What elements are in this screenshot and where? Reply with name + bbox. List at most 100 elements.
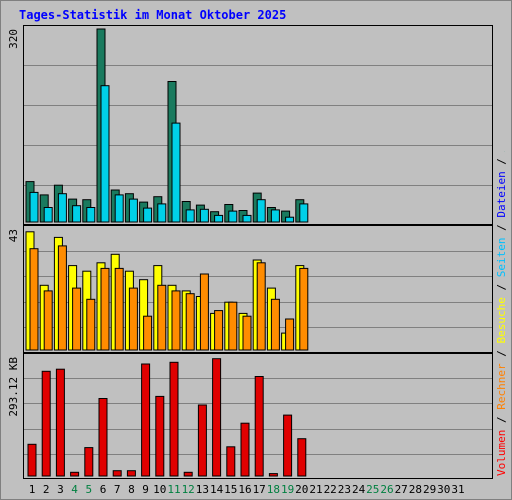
bar-seiten-day-3 (57, 193, 67, 223)
x-tick-day-16: 16 (238, 483, 251, 496)
bar-seiten-day-16 (242, 214, 252, 223)
x-tick-day-2: 2 (43, 483, 50, 496)
bar-seiten-day-5 (86, 207, 96, 223)
bar-rechner-day-10 (157, 284, 167, 351)
bar-rechner-day-3 (57, 245, 67, 351)
x-tick-day-22: 22 (324, 483, 337, 496)
x-tick-day-6: 6 (100, 483, 107, 496)
legend-text: Volumen / Rechner / Besuche / Seiten / D… (495, 151, 508, 476)
x-tick-day-12: 12 (182, 483, 195, 496)
bar-rechner-day-12 (185, 293, 195, 351)
x-tick-day-31: 31 (451, 483, 464, 496)
bar-rechner-day-5 (86, 298, 96, 351)
bar-volumen-day-1 (27, 443, 37, 477)
y-max-label-besuche: 43 (7, 229, 20, 242)
x-tick-day-29: 29 (423, 483, 436, 496)
x-tick-day-18: 18 (267, 483, 280, 496)
x-tick-day-11: 11 (167, 483, 180, 496)
legend-separator: / (495, 410, 508, 430)
bar-rechner-day-15 (228, 301, 238, 351)
x-tick-day-28: 28 (409, 483, 422, 496)
bar-volumen-day-8 (126, 470, 136, 477)
bar-volumen-day-19 (283, 414, 293, 477)
bar-seiten-day-6 (100, 85, 110, 223)
x-tick-day-13: 13 (196, 483, 209, 496)
bar-rechner-day-4 (72, 287, 82, 351)
bar-volumen-day-20 (297, 438, 307, 477)
legend: Volumen / Rechner / Besuche / Seiten / D… (495, 151, 508, 476)
chart-title: Tages-Statistik im Monat Oktober 2025 (19, 8, 287, 22)
panel-anfragen-seiten (23, 25, 493, 225)
x-tick-day-10: 10 (153, 483, 166, 496)
bar-seiten-day-10 (157, 203, 167, 223)
x-tick-day-23: 23 (338, 483, 351, 496)
bar-volumen-day-12 (183, 471, 193, 477)
bar-rechner-day-6 (100, 267, 110, 351)
bar-rechner-day-8 (128, 287, 138, 351)
bar-seiten-day-9 (143, 207, 153, 223)
bar-seiten-day-20 (299, 203, 309, 223)
bar-seiten-day-11 (171, 122, 181, 223)
bar-seiten-day-2 (43, 207, 53, 223)
bar-rechner-day-17 (256, 262, 266, 351)
bar-volumen-day-3 (55, 368, 65, 477)
x-tick-day-20: 20 (295, 483, 308, 496)
bar-seiten-day-15 (228, 210, 238, 223)
x-tick-day-24: 24 (352, 483, 366, 496)
bar-volumen-day-18 (268, 473, 278, 477)
legend-separator: / (495, 151, 508, 171)
x-tick-day-25: 25 (366, 483, 379, 496)
bar-seiten-day-1 (29, 191, 39, 223)
y-axis-labels: 320 43 293.12 KB (7, 29, 20, 417)
bar-seiten-day-17 (256, 199, 266, 223)
bar-rechner-day-16 (242, 315, 252, 351)
bar-rechner-day-19 (285, 318, 295, 351)
bar-volumen-day-15 (226, 446, 236, 477)
x-tick-day-9: 9 (142, 483, 149, 496)
y-max-label-volumen: 293.12 KB (7, 357, 20, 417)
x-tick-day-17: 17 (253, 483, 266, 496)
bar-seiten-day-18 (270, 209, 280, 223)
bar-rechner-day-9 (143, 315, 153, 351)
x-tick-day-30: 30 (437, 483, 450, 496)
x-tick-day-8: 8 (128, 483, 135, 496)
bar-volumen-day-9 (141, 363, 151, 477)
legend-entry-volumen: Volumen (495, 430, 508, 476)
bar-rechner-day-20 (299, 267, 309, 351)
bar-volumen-day-10 (155, 395, 165, 477)
bar-seiten-day-19 (285, 216, 295, 223)
bar-seiten-day-4 (72, 205, 82, 223)
bar-volumen-day-5 (84, 447, 94, 477)
bar-rechner-day-2 (43, 290, 53, 351)
x-tick-day-3: 3 (57, 483, 64, 496)
bar-rechner-day-14 (214, 310, 224, 351)
x-tick-day-5: 5 (85, 483, 92, 496)
x-tick-day-21: 21 (309, 483, 322, 496)
legend-entry-dateien: Dateien (495, 171, 508, 217)
bar-rechner-day-1 (29, 248, 39, 351)
x-tick-day-4: 4 (71, 483, 78, 496)
bar-rechner-day-13 (199, 273, 209, 351)
bar-rechner-day-18 (270, 298, 280, 351)
x-tick-day-15: 15 (224, 483, 237, 496)
legend-separator: / (495, 218, 508, 238)
legend-entry-seiten: Seiten (495, 238, 508, 278)
x-tick-day-14: 14 (210, 483, 224, 496)
panel-besuche-rechner (23, 225, 493, 353)
legend-separator: / (495, 277, 508, 297)
bar-volumen-day-11 (169, 361, 179, 477)
bar-volumen-day-6 (98, 398, 108, 477)
x-tick-day-19: 19 (281, 483, 294, 496)
bar-seiten-day-7 (114, 194, 124, 223)
bar-volumen-day-4 (70, 471, 80, 477)
x-axis-day-labels: 1 2 3 4 5 6 7 8 9 10 11 12 13 14 15 16 17 18 19 20 21 22 23 24 2… (29, 483, 465, 496)
bar-seiten-day-13 (199, 208, 209, 223)
bar-volumen-day-16 (240, 422, 250, 477)
bar-volumen-day-17 (254, 376, 264, 477)
bar-volumen-day-13 (197, 404, 207, 477)
bar-rechner-day-7 (114, 267, 124, 351)
x-tick-day-1: 1 (29, 483, 36, 496)
bar-seiten-day-12 (185, 209, 195, 223)
bar-volumen-day-14 (212, 358, 222, 477)
